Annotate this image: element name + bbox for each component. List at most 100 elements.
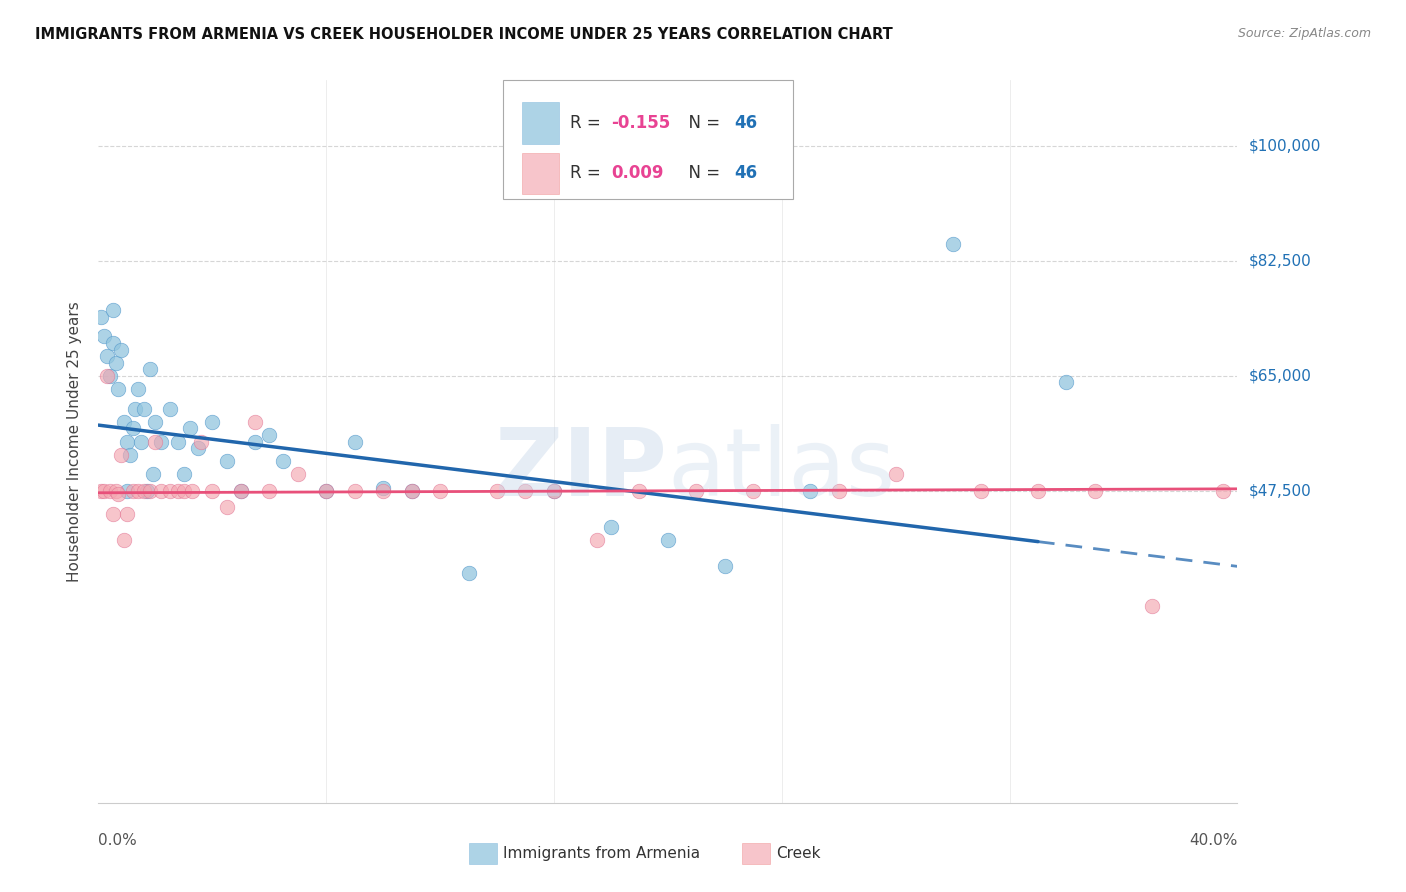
Point xyxy=(259,483,281,498)
Point xyxy=(401,483,423,498)
Point xyxy=(127,382,149,396)
Point xyxy=(714,559,737,574)
FancyBboxPatch shape xyxy=(742,843,770,864)
Point xyxy=(515,483,537,498)
Point xyxy=(101,336,124,351)
Text: $47,500: $47,500 xyxy=(1249,483,1312,499)
Point xyxy=(201,483,224,498)
Text: R =: R = xyxy=(569,114,606,132)
Point xyxy=(215,454,238,468)
Point xyxy=(141,467,163,482)
Point xyxy=(145,415,167,429)
Point xyxy=(657,533,679,547)
Point xyxy=(90,310,112,324)
Text: atlas: atlas xyxy=(668,425,896,516)
Point xyxy=(179,421,201,435)
Point xyxy=(884,467,907,482)
Point xyxy=(215,500,238,515)
Point xyxy=(373,481,395,495)
Point xyxy=(159,401,181,416)
Text: N =: N = xyxy=(678,164,725,183)
Point xyxy=(429,483,451,498)
Point xyxy=(132,401,155,416)
Text: R =: R = xyxy=(569,164,606,183)
Point xyxy=(1084,483,1107,498)
Point xyxy=(96,368,118,383)
Point xyxy=(101,507,124,521)
Text: $100,000: $100,000 xyxy=(1249,138,1320,153)
Point xyxy=(315,483,337,498)
Point xyxy=(942,237,965,252)
FancyBboxPatch shape xyxy=(503,80,793,200)
Point xyxy=(1026,483,1049,498)
Point xyxy=(159,483,181,498)
Text: N =: N = xyxy=(678,114,725,132)
Point xyxy=(742,483,765,498)
Text: Source: ZipAtlas.com: Source: ZipAtlas.com xyxy=(1237,27,1371,40)
Point xyxy=(124,401,146,416)
Text: $65,000: $65,000 xyxy=(1249,368,1312,384)
Text: Immigrants from Armenia: Immigrants from Armenia xyxy=(503,846,700,861)
Point xyxy=(229,483,252,498)
Point xyxy=(1212,483,1234,498)
Point xyxy=(373,483,395,498)
Point xyxy=(343,434,366,449)
Point xyxy=(138,362,160,376)
Point xyxy=(190,434,212,449)
Point xyxy=(115,483,138,498)
Point xyxy=(259,428,281,442)
Point xyxy=(1056,376,1078,390)
Point xyxy=(107,382,129,396)
Point xyxy=(243,415,266,429)
Point xyxy=(121,421,143,435)
Point xyxy=(112,533,135,547)
Point xyxy=(93,483,115,498)
Point xyxy=(112,415,135,429)
Text: 0.009: 0.009 xyxy=(612,164,664,183)
Point xyxy=(127,483,149,498)
Text: 40.0%: 40.0% xyxy=(1189,833,1237,848)
FancyBboxPatch shape xyxy=(468,843,498,864)
Point xyxy=(150,483,173,498)
Point xyxy=(167,434,190,449)
Point xyxy=(543,483,565,498)
Point xyxy=(132,483,155,498)
Point xyxy=(98,483,121,498)
Point xyxy=(150,434,173,449)
Point xyxy=(115,434,138,449)
Point xyxy=(110,343,132,357)
Point xyxy=(685,483,707,498)
Text: 0.0%: 0.0% xyxy=(98,833,138,848)
Text: Creek: Creek xyxy=(776,846,821,861)
FancyBboxPatch shape xyxy=(522,102,558,144)
Point xyxy=(93,329,115,343)
Point xyxy=(1140,599,1163,613)
Text: ZIP: ZIP xyxy=(495,425,668,516)
Point xyxy=(543,483,565,498)
FancyBboxPatch shape xyxy=(522,153,558,194)
Point xyxy=(104,483,127,498)
Point xyxy=(121,483,143,498)
Point xyxy=(129,434,152,449)
Point xyxy=(118,448,141,462)
Point xyxy=(145,434,167,449)
Point xyxy=(486,483,509,498)
Point xyxy=(173,483,195,498)
Point xyxy=(135,483,157,498)
Text: -0.155: -0.155 xyxy=(612,114,671,132)
Point xyxy=(343,483,366,498)
Point xyxy=(315,483,337,498)
Point xyxy=(970,483,993,498)
Y-axis label: Householder Income Under 25 years: Householder Income Under 25 years xyxy=(67,301,83,582)
Text: 46: 46 xyxy=(734,164,756,183)
Point xyxy=(107,487,129,501)
Point xyxy=(243,434,266,449)
Point xyxy=(799,483,821,498)
Point xyxy=(110,448,132,462)
Point xyxy=(287,467,309,482)
Point xyxy=(138,483,160,498)
Point xyxy=(828,483,851,498)
Point xyxy=(181,483,204,498)
Point xyxy=(115,507,138,521)
Point xyxy=(90,483,112,498)
